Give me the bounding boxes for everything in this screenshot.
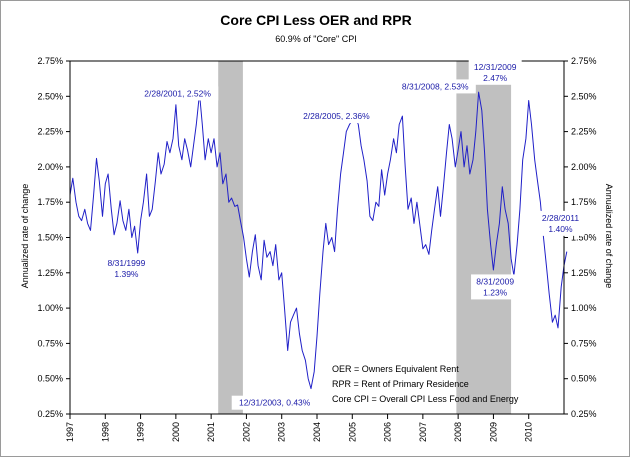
x-tick-label: 2006 — [383, 422, 393, 442]
x-tick-label: 2004 — [312, 422, 322, 442]
annotation-box — [231, 395, 318, 410]
y-tick-label-right: 0.75% — [571, 338, 597, 348]
annotation-box — [295, 109, 378, 124]
annotation-text: 12/31/2003, 0.43% — [239, 398, 311, 408]
y-tick-label-left: 1.75% — [37, 197, 63, 207]
annotation-box — [394, 79, 476, 94]
y-axis-label-right: Annualized rate of change — [604, 184, 614, 289]
annotation-text: 1.40% — [548, 224, 573, 234]
x-tick-label: 1998 — [100, 422, 110, 442]
x-tick-label: 2002 — [241, 422, 251, 442]
chart-subtitle: 60.9% of "Core" CPI — [275, 34, 356, 44]
annotation-a2008: 8/31/2008, 2.53% — [394, 79, 476, 94]
y-tick-label-right: 1.00% — [571, 303, 597, 313]
x-tick-label: 2007 — [418, 422, 428, 442]
y-tick-label-left: 1.50% — [37, 233, 63, 243]
annotation-box — [102, 256, 151, 282]
y-tick-label-left: 2.75% — [37, 56, 63, 66]
y-tick-label-right: 1.25% — [571, 268, 597, 278]
chart-title: Core CPI Less OER and RPR — [220, 12, 411, 28]
y-tick-label-left: 0.25% — [37, 409, 63, 419]
x-tick-label: 2008 — [453, 422, 463, 442]
series-line-1 — [69, 91, 568, 390]
x-tick-label: 2003 — [277, 422, 287, 442]
annotation-text: 2/28/2005, 2.36% — [303, 111, 370, 121]
y-tick-label-left: 2.25% — [37, 127, 63, 137]
annotation-text: 2/28/2011 — [542, 213, 579, 223]
annotation-text: 2/28/2001, 2.52% — [144, 88, 211, 98]
y-tick-label-left: 2.00% — [37, 162, 63, 172]
annotation-text: 12/31/2009 — [474, 62, 517, 72]
y-tick-label-left: 0.50% — [37, 374, 63, 384]
recession-bands — [218, 61, 512, 414]
y-tick-label-right: 0.50% — [571, 374, 597, 384]
annotation-box — [536, 210, 585, 236]
annotation-box — [471, 274, 520, 300]
x-tick-label: 2005 — [347, 422, 357, 442]
legend-note-line: RPR = Rent of Primary Residence — [332, 379, 469, 389]
annotation-text: 8/31/2008, 2.53% — [402, 81, 469, 91]
annotation-text: 8/31/2009 — [476, 276, 514, 286]
x-tick-label: 2010 — [524, 422, 534, 442]
recession-band-2 — [456, 61, 512, 414]
y-tick-label-right: 1.75% — [571, 197, 597, 207]
annotation-text: 2.47% — [483, 73, 508, 83]
annotation-a2005: 2/28/2005, 2.36% — [295, 109, 378, 124]
annotation-box — [137, 86, 219, 101]
recession-band-1 — [218, 61, 243, 414]
annotation-text: 8/31/1999 — [108, 258, 146, 268]
x-tick-label: 1997 — [65, 422, 75, 442]
y-tick-label-left: 0.75% — [37, 338, 63, 348]
legend-note: OER = Owners Equivalent Rent RPR = Rent o… — [332, 364, 519, 404]
series-layer — [69, 91, 568, 390]
legend-note-line: Core CPI = Overall CPI Less Food and Ene… — [332, 394, 519, 404]
y-tick-label-left: 1.00% — [37, 303, 63, 313]
annotation-a2003: 12/31/2003, 0.43% — [231, 395, 318, 410]
axis-ticks: 0.25% 0.25% 0.50% 0.50% 0.75% 0.75% 1.00% 1.00%… — [37, 56, 596, 442]
x-tick-label: 2009 — [488, 422, 498, 442]
y-tick-label-right: 0.25% — [571, 409, 597, 419]
annotation-box — [468, 59, 522, 85]
y-tick-label-right: 2.25% — [571, 127, 597, 137]
y-tick-label-right: 2.50% — [571, 91, 597, 101]
x-tick-label: 1999 — [136, 422, 146, 442]
y-tick-label-left: 1.25% — [37, 268, 63, 278]
x-tick-label: 2000 — [171, 422, 181, 442]
legend-note-line: OER = Owners Equivalent Rent — [332, 364, 459, 374]
annotation-a2001: 2/28/2001, 2.52% — [137, 86, 219, 101]
y-axis-label-left: Annualized rate of change — [20, 184, 30, 289]
annotation-text: 1.23% — [483, 287, 508, 297]
y-tick-label-right: 2.75% — [571, 56, 597, 66]
annotation-text: 1.39% — [114, 269, 139, 279]
y-tick-label-right: 1.50% — [571, 233, 597, 243]
y-tick-label-left: 2.50% — [37, 91, 63, 101]
x-tick-label: 2001 — [206, 422, 216, 442]
y-tick-label-right: 2.00% — [571, 162, 597, 172]
